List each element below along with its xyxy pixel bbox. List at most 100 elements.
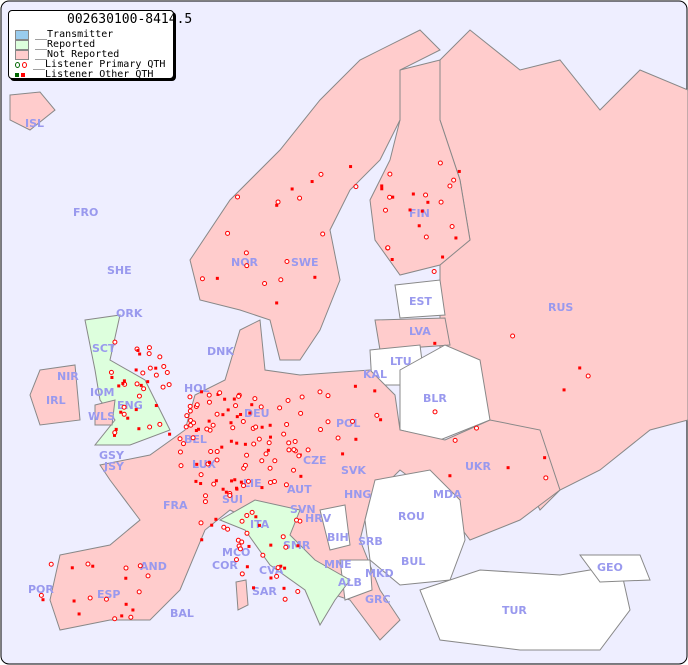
listener-primary-marker — [206, 392, 212, 398]
listener-other-marker — [260, 425, 264, 429]
country-label-irl: IRL — [46, 394, 66, 407]
listener-primary-marker — [235, 194, 241, 200]
listener-other-marker — [220, 445, 224, 449]
listener-primary-marker — [245, 478, 251, 484]
listener-other-marker — [310, 180, 314, 184]
listener-other-marker — [296, 544, 300, 548]
listener-primary-marker — [291, 447, 297, 453]
listener-primary-marker — [473, 425, 479, 431]
listener-primary-marker — [177, 436, 183, 442]
listener-primary-marker — [121, 411, 127, 417]
listener-other-marker — [91, 564, 95, 568]
country-label-cze: CZE — [303, 454, 327, 467]
country-label-bal: BAL — [170, 607, 194, 620]
listener-other-marker — [380, 184, 384, 188]
listener-primary-marker — [449, 224, 455, 229]
country-sar — [235, 579, 249, 611]
listener-other-marker — [137, 427, 141, 431]
listener-primary-marker — [510, 333, 516, 339]
listener-primary-marker — [184, 413, 190, 419]
legend-primary-qth: __Listener Primary QTH — [15, 60, 165, 70]
country-label-svn: SVN — [290, 503, 316, 516]
country-lva — [374, 317, 451, 351]
listener-other-marker — [122, 379, 126, 383]
country-label-kal: KAL — [363, 368, 387, 381]
listener-primary-marker — [387, 194, 393, 200]
listener-primary-marker — [145, 573, 151, 579]
listener-other-marker — [578, 366, 582, 370]
listener-primary-marker — [191, 420, 197, 426]
listener-primary-marker — [210, 422, 216, 428]
listener-primary-marker — [137, 563, 143, 569]
country-label-sui: SUI — [222, 493, 243, 506]
country-label-esp: ESP — [97, 588, 121, 601]
listener-other-marker — [426, 200, 430, 204]
listener-primary-marker — [183, 424, 189, 430]
listener-other-marker — [229, 439, 233, 443]
listener-primary-marker — [112, 616, 118, 622]
country-gbr — [84, 314, 171, 446]
listener-other-marker — [121, 381, 125, 385]
listener-other-marker — [373, 389, 377, 393]
listener-primary-marker — [318, 427, 324, 433]
listener-other-marker — [543, 456, 547, 460]
listener-primary-marker — [277, 405, 283, 411]
listener-primary-marker — [240, 418, 246, 424]
listener-other-marker — [420, 209, 424, 213]
listener-primary-marker — [256, 436, 262, 442]
listener-other-marker — [250, 403, 254, 407]
country-label-iom: IOM — [90, 386, 114, 399]
listener-other-marker — [208, 461, 212, 465]
listener-primary-marker — [387, 171, 393, 177]
listener-other-marker — [379, 418, 383, 422]
listener-primary-marker — [112, 339, 118, 345]
legend-reported: __Reported — [15, 40, 95, 50]
country-irl — [29, 364, 81, 426]
country-tur — [419, 564, 631, 651]
listener-other-marker — [195, 462, 199, 466]
listener-primary-marker — [87, 595, 93, 601]
listener-primary-marker — [451, 177, 457, 183]
listener-primary-marker — [278, 277, 284, 283]
country-label-nor: NOR — [231, 256, 259, 269]
listener-primary-marker — [103, 596, 109, 602]
listener-primary-marker — [253, 424, 259, 430]
listener-primary-marker — [187, 408, 193, 414]
listener-primary-marker — [146, 345, 152, 351]
listener-primary-marker — [187, 403, 193, 409]
listener-primary-marker — [438, 199, 444, 205]
country-label-she: SHE — [107, 264, 132, 277]
listener-other-marker — [282, 586, 286, 590]
country-label-deu: DEU — [244, 407, 270, 420]
listener-primary-marker — [423, 192, 429, 198]
listener-primary-marker — [252, 396, 258, 402]
listener-primary-marker — [239, 539, 245, 545]
listener-primary-marker — [353, 184, 359, 190]
listener-other-marker — [257, 523, 261, 527]
listener-primary-marker — [121, 404, 127, 410]
listener-other-marker — [120, 614, 124, 618]
country-label-ork: ORK — [116, 307, 143, 320]
country-label-cor: COR — [212, 559, 238, 572]
listener-primary-marker — [447, 183, 453, 189]
listener-other-marker — [226, 408, 230, 412]
listener-other-marker — [448, 474, 452, 478]
listener-primary-marker — [432, 409, 438, 415]
listener-other-marker — [260, 486, 264, 490]
country-label-tur: TUR — [502, 604, 527, 617]
listener-primary-marker — [178, 463, 184, 469]
country-label-est: EST — [409, 295, 432, 308]
country-label-blr: BLR — [423, 392, 447, 405]
country-label-hrv: HRV — [305, 512, 332, 525]
listener-primary-marker — [233, 403, 239, 409]
listener-other-marker — [391, 195, 395, 199]
listener-other-marker — [134, 408, 138, 412]
listener-other-marker — [283, 566, 287, 570]
listener-other-marker — [390, 257, 394, 261]
listener-primary-marker — [251, 441, 257, 447]
country-label-svk: SVK — [341, 464, 366, 477]
listener-other-marker — [239, 412, 243, 416]
listener-other-marker — [299, 474, 303, 478]
listener-primary-marker — [263, 451, 269, 457]
listener-primary-marker — [147, 424, 153, 430]
